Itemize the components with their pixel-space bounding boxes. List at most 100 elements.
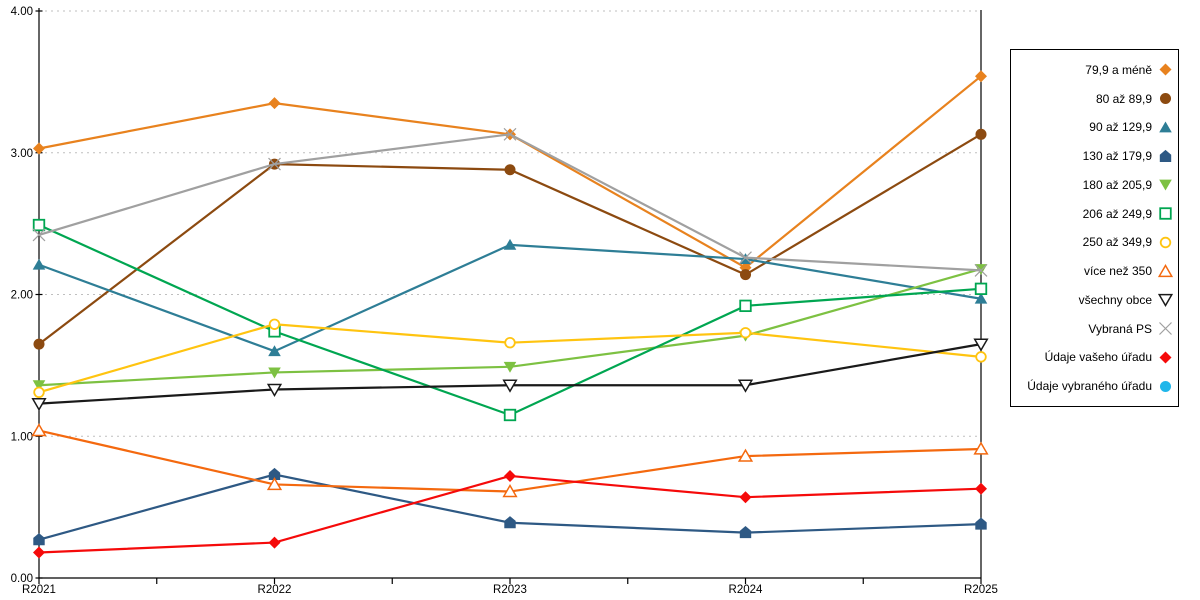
data-point bbox=[268, 536, 281, 549]
data-point bbox=[268, 367, 281, 379]
legend-item-label: 206 až 249,9 bbox=[1082, 206, 1152, 221]
y-tick-label: 4.00 bbox=[11, 6, 33, 18]
data-point bbox=[739, 526, 752, 539]
data-point bbox=[266, 476, 283, 491]
legend-marker-triangle-up-icon bbox=[1158, 120, 1173, 135]
data-point bbox=[503, 238, 517, 250]
data-point bbox=[268, 97, 281, 110]
data-point bbox=[268, 318, 281, 330]
legend-item: 79,9 a méně bbox=[1011, 58, 1178, 82]
data-point bbox=[504, 164, 516, 176]
legend-item: více než 350 bbox=[1011, 259, 1178, 283]
legend-item-label: Údaje vašeho úřadu bbox=[1044, 350, 1152, 365]
data-point bbox=[33, 386, 45, 399]
data-point bbox=[739, 251, 752, 265]
legend-item-label: Údaje vybraného úřadu bbox=[1027, 379, 1152, 394]
y-tick-label: 1.00 bbox=[11, 431, 33, 443]
data-point bbox=[32, 228, 46, 242]
legend-marker-triangle-down-open-icon bbox=[1157, 292, 1174, 308]
data-point bbox=[975, 482, 987, 495]
legend-marker-triangle-down-icon bbox=[1158, 177, 1173, 192]
legend-item: 250 až 349,9 bbox=[1011, 230, 1178, 254]
legend-item-label: Vybraná PS bbox=[1088, 321, 1152, 336]
y-tick-label: 0.00 bbox=[11, 573, 33, 585]
data-point bbox=[268, 467, 281, 481]
legend-marker-pentagon-icon bbox=[1158, 149, 1173, 164]
data-point bbox=[502, 484, 518, 498]
data-point bbox=[975, 351, 987, 363]
data-point bbox=[32, 258, 46, 270]
data-point bbox=[32, 218, 46, 232]
data-point bbox=[973, 441, 989, 455]
data-point bbox=[737, 379, 754, 393]
data-point bbox=[503, 361, 517, 373]
x-tick-label: R2022 bbox=[258, 584, 292, 596]
data-point bbox=[504, 469, 516, 482]
x-tick-label: R2021 bbox=[22, 584, 56, 596]
data-point bbox=[502, 379, 518, 393]
series-line bbox=[38, 133, 982, 272]
legend-item: Údaje vašeho úřadu bbox=[1011, 345, 1178, 369]
data-point bbox=[268, 157, 281, 171]
data-point bbox=[504, 516, 516, 529]
legend-item-label: 79,9 a méně bbox=[1085, 62, 1152, 77]
data-point bbox=[31, 397, 47, 412]
y-tick-label: 2.00 bbox=[11, 290, 33, 302]
legend-item: všechny obce bbox=[1011, 288, 1178, 312]
data-point bbox=[33, 338, 45, 350]
legend-item: 180 až 205,9 bbox=[1011, 173, 1178, 197]
legend-marker-x-icon bbox=[1158, 321, 1173, 336]
legend-item: 90 až 129,9 bbox=[1011, 115, 1178, 139]
chart-legend: 79,9 a méně 80 až 89,9 90 až 129,9 130 až 1… bbox=[1010, 49, 1179, 407]
data-point bbox=[739, 491, 752, 504]
legend-marker-diamond-icon bbox=[1158, 62, 1173, 77]
data-point bbox=[503, 408, 517, 422]
legend-item: 80 až 89,9 bbox=[1011, 87, 1178, 111]
data-point bbox=[31, 423, 47, 437]
data-point bbox=[737, 448, 754, 462]
data-point bbox=[739, 327, 752, 339]
data-point bbox=[974, 282, 988, 296]
x-tick-label: R2025 bbox=[964, 584, 998, 596]
data-point bbox=[974, 292, 988, 304]
legend-item-label: 80 až 89,9 bbox=[1095, 91, 1152, 106]
data-point bbox=[32, 380, 46, 392]
data-point bbox=[504, 336, 516, 349]
legend-marker-square-open-icon bbox=[1158, 206, 1173, 221]
legend-item-label: 180 až 205,9 bbox=[1082, 177, 1152, 192]
series-line bbox=[38, 429, 982, 493]
x-tick-label: R2023 bbox=[493, 584, 527, 596]
data-point bbox=[973, 338, 989, 352]
data-point bbox=[33, 546, 45, 559]
legend-item-label: všechny obce bbox=[1078, 292, 1152, 307]
legend-marker-circle-open-icon bbox=[1158, 235, 1173, 250]
legend-item: Údaje vybraného úřadu bbox=[1011, 374, 1178, 398]
legend-item-label: 130 až 179,9 bbox=[1082, 149, 1152, 164]
data-point bbox=[33, 142, 45, 155]
data-point bbox=[266, 383, 283, 397]
data-point bbox=[739, 299, 752, 313]
legend-item: Vybraná PS bbox=[1011, 317, 1178, 341]
legend-item: 206 až 249,9 bbox=[1011, 202, 1178, 226]
data-point bbox=[503, 127, 517, 141]
legend-marker-triangle-up-open-icon bbox=[1157, 263, 1174, 279]
legend-marker-diamond-icon bbox=[1158, 350, 1173, 365]
legend-item-label: více než 350 bbox=[1083, 264, 1152, 279]
series-line bbox=[38, 343, 982, 405]
x-tick-label: R2024 bbox=[729, 584, 763, 596]
data-point bbox=[975, 517, 987, 530]
data-point bbox=[268, 345, 281, 357]
data-point bbox=[975, 128, 987, 140]
data-point bbox=[974, 263, 988, 277]
data-point bbox=[739, 269, 752, 281]
legend-item-label: 250 až 349,9 bbox=[1082, 235, 1152, 250]
legend-marker-circle-icon bbox=[1158, 91, 1173, 106]
data-point bbox=[975, 70, 987, 83]
y-tick-label: 3.00 bbox=[11, 148, 33, 160]
legend-marker-circle-icon bbox=[1158, 379, 1173, 394]
legend-item-label: 90 až 129,9 bbox=[1089, 120, 1152, 135]
legend-item: 130 až 179,9 bbox=[1011, 144, 1178, 168]
data-point bbox=[33, 533, 45, 546]
